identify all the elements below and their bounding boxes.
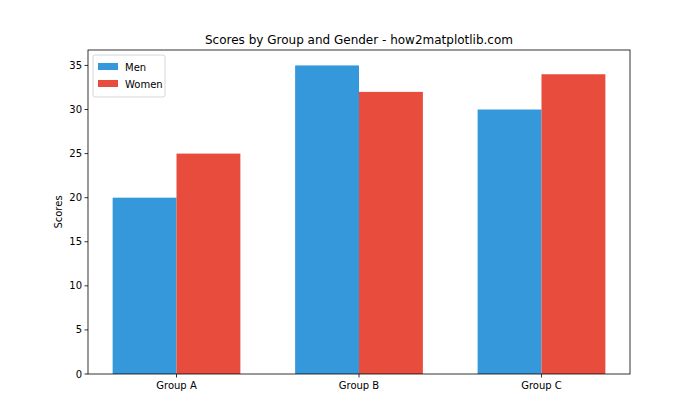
y-tick-label: 25: [69, 148, 82, 159]
bar: [541, 74, 605, 374]
legend-label: Women: [125, 79, 163, 90]
x-tick: [541, 374, 542, 378]
y-tick: [85, 241, 89, 242]
bar: [295, 65, 359, 374]
y-tick: [85, 374, 89, 375]
legend: Men Women: [93, 55, 165, 97]
background: [0, 0, 700, 420]
y-axis-label: Scores: [53, 195, 64, 228]
bar: [478, 110, 542, 374]
legend-box: [93, 55, 165, 97]
y-tick-label: 15: [69, 236, 82, 247]
y-tick-label: 35: [69, 60, 82, 71]
y-tick: [85, 329, 89, 330]
bar: [359, 92, 423, 374]
legend-swatch: [98, 63, 118, 70]
y-tick-label: 0: [76, 369, 82, 380]
x-tick-label: Group A: [156, 380, 197, 391]
y-tick-label: 20: [69, 192, 82, 203]
bar: [177, 154, 241, 374]
x-tick: [359, 374, 360, 378]
axes-frame: [88, 50, 630, 374]
y-tick-label: 30: [69, 104, 82, 115]
x-tick-label: Group B: [339, 380, 380, 391]
y-tick-label: 5: [76, 324, 82, 335]
y-tick: [85, 65, 89, 66]
x-tick: [176, 374, 177, 378]
y-tick: [85, 153, 89, 154]
bars: [113, 65, 606, 374]
y-tick-label: 10: [69, 280, 82, 291]
y-tick: [85, 197, 89, 198]
chart-svg: 0 5 10 15 20 25 30 35 Group A Group B Group C Score…: [0, 0, 700, 420]
bar: [113, 198, 177, 374]
legend-swatch: [98, 80, 118, 87]
chart-container: 0 5 10 15 20 25 30 35 Group A Group B Group C Score…: [0, 0, 700, 420]
x-tick-label: Group C: [521, 380, 562, 391]
y-tick: [85, 285, 89, 286]
title: Scores by Group and Gender - how2matplot…: [205, 33, 513, 47]
legend-label: Men: [125, 62, 146, 73]
y-tick: [85, 109, 89, 110]
